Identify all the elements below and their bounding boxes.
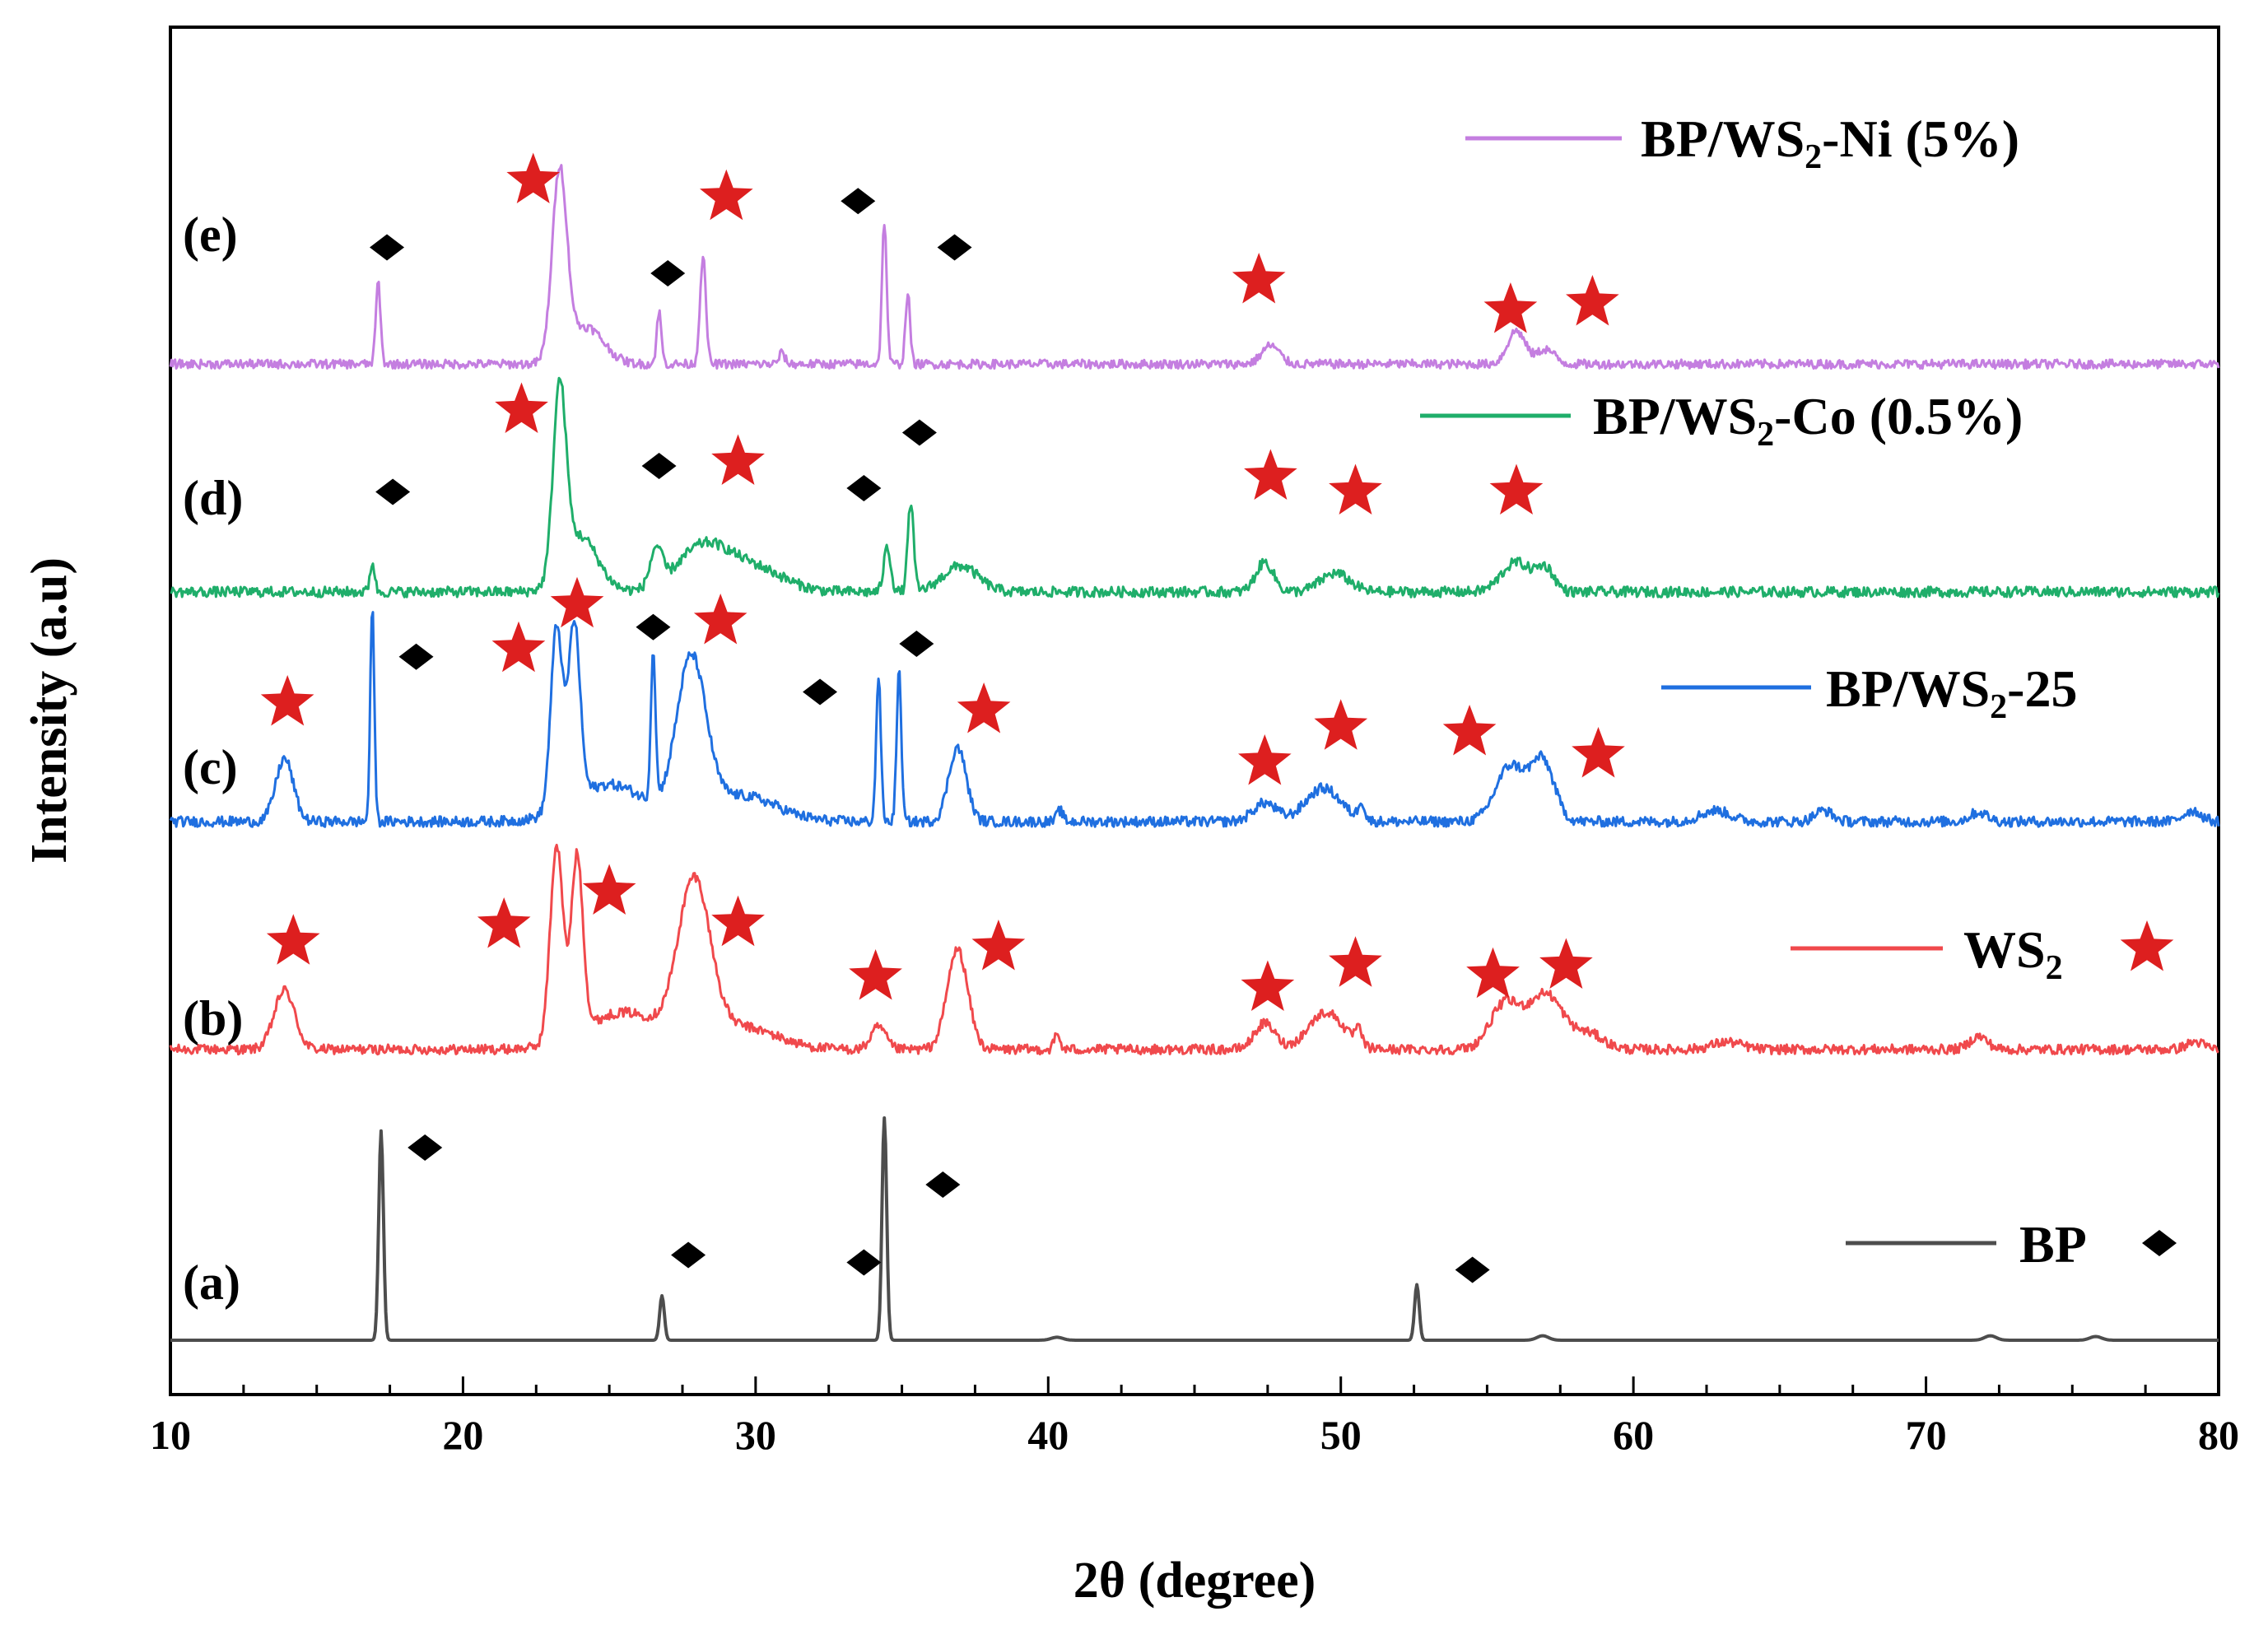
diamond-marker — [641, 453, 677, 479]
legend-label-part: BP — [2019, 1215, 2087, 1274]
star-marker — [477, 897, 531, 948]
x-tick-label: 10 — [150, 1412, 191, 1458]
star-marker — [849, 949, 902, 1000]
diamond-marker — [1455, 1256, 1490, 1283]
curve-tag-a: (a) — [183, 1255, 240, 1310]
star-marker — [491, 621, 546, 673]
legend-label-d: BP/WS2-Co (0.5%) — [1593, 387, 2023, 454]
curve-tag-d: (d) — [183, 471, 243, 525]
star-marker — [266, 914, 320, 965]
series-line-d — [170, 376, 2220, 598]
curve-tag-e: (e) — [183, 207, 238, 262]
diamond-marker — [846, 475, 882, 501]
x-tick-label: 80 — [2198, 1412, 2239, 1458]
star-marker — [1241, 960, 1295, 1011]
star-marker — [957, 682, 1011, 734]
x-tick-label: 20 — [442, 1412, 483, 1458]
star-marker — [495, 382, 548, 433]
diamond-marker — [407, 1134, 443, 1161]
star-marker — [506, 152, 561, 203]
diamond-marker — [398, 643, 434, 670]
legend-label-part: BP/WS — [1826, 659, 1990, 718]
star-marker — [550, 576, 604, 628]
legend-label-b: WS2 — [1963, 920, 2063, 987]
curve-tag-c: (c) — [183, 740, 238, 794]
diamond-marker — [901, 419, 937, 446]
x-tick-label: 50 — [1320, 1412, 1362, 1458]
star-marker — [1238, 734, 1292, 785]
diamond-marker — [925, 1171, 961, 1198]
x-axis-ticks: 10 20 30 40 50 60 70 80 — [150, 1376, 2239, 1458]
diamond-marker — [370, 234, 405, 261]
peak-markers — [260, 152, 1625, 1283]
x-tick-label: 60 — [1613, 1412, 1654, 1458]
legend-star-icon — [2120, 920, 2174, 971]
x-tick-label: 70 — [1906, 1412, 1947, 1458]
diamond-marker — [671, 1241, 706, 1269]
legend-label-part: -Ni (5%) — [1822, 109, 2019, 168]
legend-label-part: -25 — [2007, 659, 2077, 718]
legend-subscript: 2 — [1757, 416, 1774, 454]
diamond-marker — [841, 188, 876, 215]
y-axis-title: Intensity (a.u) — [21, 557, 77, 864]
legend-label-c: BP/WS2-25 — [1826, 659, 2077, 726]
diamond-marker — [375, 478, 411, 505]
legend-diamond-icon — [2142, 1230, 2177, 1256]
legend-subscript: 2 — [1990, 688, 2007, 726]
series-line-e — [169, 164, 2220, 370]
star-marker — [1566, 275, 1619, 326]
star-marker — [711, 895, 765, 947]
star-marker — [1232, 253, 1286, 304]
curve-tags: (a) (b) (c) (d) (e) — [183, 207, 243, 1310]
star-marker — [1572, 727, 1625, 778]
diamond-marker — [937, 234, 972, 261]
star-marker — [971, 920, 1026, 971]
legend-subscript: 2 — [1805, 138, 1822, 176]
diamond-marker — [899, 631, 934, 657]
legend-label-e: BP/WS2-Ni (5%) — [1641, 109, 2019, 176]
diamond-marker — [803, 678, 838, 706]
series-curves — [169, 164, 2220, 1342]
legend-subscript: 2 — [2046, 949, 2063, 987]
star-marker — [1483, 282, 1538, 333]
legend-label-part: BP/WS — [1641, 109, 1805, 168]
x-tick-label: 40 — [1027, 1412, 1069, 1458]
star-marker — [1244, 449, 1297, 500]
diamond-marker — [846, 1249, 882, 1276]
star-marker — [1489, 463, 1544, 515]
series-line-b — [169, 843, 2219, 1056]
star-marker — [1539, 938, 1593, 989]
star-marker — [1329, 936, 1382, 987]
legend-label-part: -Co (0.5%) — [1774, 387, 2023, 445]
diamond-marker — [636, 613, 671, 640]
legend-label-a: BP — [2019, 1215, 2087, 1274]
legend-label-part: WS — [1963, 920, 2046, 979]
star-marker — [1442, 705, 1497, 756]
star-marker — [700, 169, 753, 221]
star-marker — [260, 675, 314, 726]
legend-label-part: BP/WS — [1593, 387, 1757, 445]
x-axis-title: 2θ (degree) — [1073, 1553, 1316, 1609]
diamond-marker — [650, 260, 686, 286]
star-marker — [711, 434, 765, 485]
star-marker — [693, 594, 747, 645]
star-marker — [1466, 947, 1520, 999]
star-marker — [1314, 699, 1368, 750]
series-line-a — [170, 1116, 2219, 1342]
series-line-c — [169, 611, 2220, 828]
star-marker — [1329, 463, 1382, 515]
x-tick-label: 30 — [735, 1412, 776, 1458]
star-marker — [582, 864, 636, 915]
curve-tag-b: (b) — [183, 991, 243, 1046]
